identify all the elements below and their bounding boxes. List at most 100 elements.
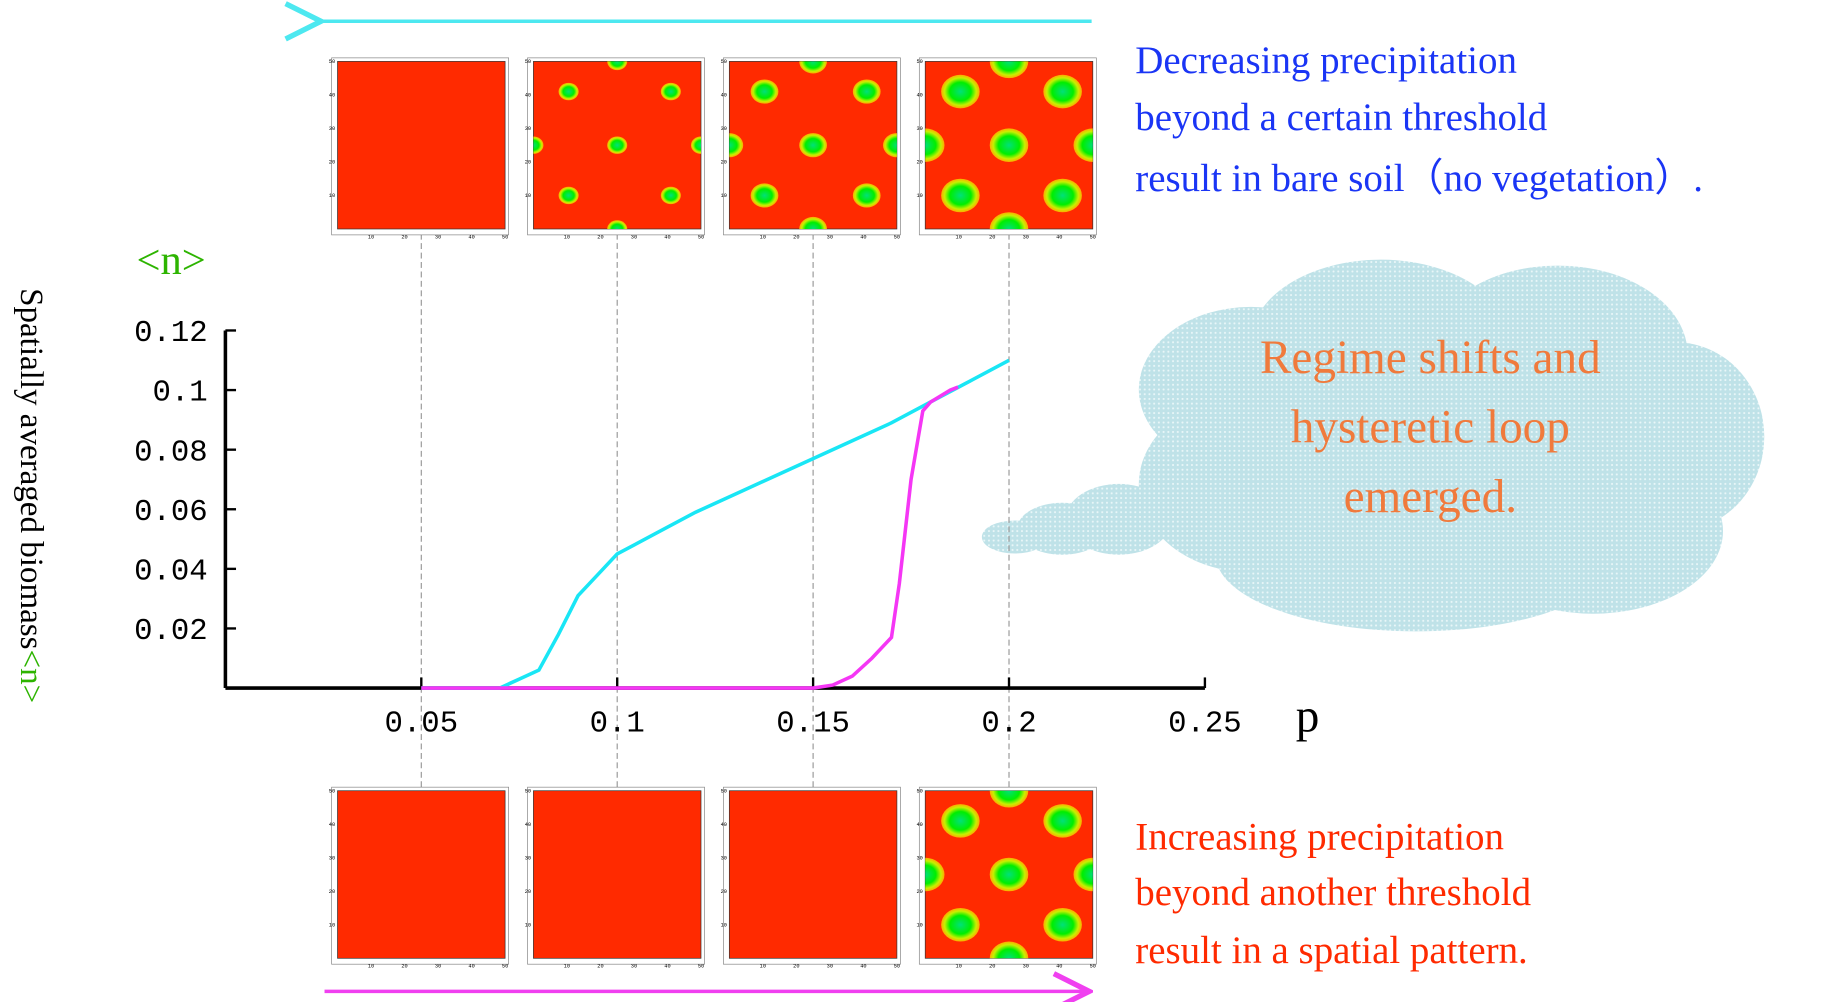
annotation: beyond a certain threshold [1135,96,1547,139]
panel-tick-label: 20 [989,234,995,240]
panel-field [728,790,898,959]
panel-tick-label: 40 [860,234,866,240]
spot [750,183,779,208]
panel-tick-label: 40 [329,822,335,828]
series-line [421,358,1010,690]
y-symbol: <n> [137,237,206,284]
spot [660,82,681,101]
panel-tick-label: 50 [917,59,923,65]
panel-tick-label: 40 [860,964,866,970]
panel-tick-label: 40 [721,822,727,828]
cloud [981,259,1765,632]
spot [941,178,980,213]
panel-tick-label: 10 [525,923,531,929]
spot [989,61,1029,79]
spots [533,61,701,229]
panel-tick-label: 20 [401,964,407,970]
spot [607,220,628,229]
cloud-text: hysteretic loop [1291,402,1570,454]
spots [925,61,1093,229]
panel-tick-label: 10 [760,964,766,970]
panel-tick-label: 30 [631,964,637,970]
series-line [421,385,959,690]
pattern-panel: 10 10 20 20 30 30 40 40 50 50 [525,57,705,240]
y-tick-label: 0.06 [134,495,208,530]
panel-tick-label: 50 [525,59,531,65]
annotation: result in bare soil（no vegetation）. [1135,157,1703,200]
x-tick-label: 0.15 [776,707,850,742]
panel-tick-label: 30 [917,856,923,862]
spot [533,136,544,154]
panel-tick-label: 10 [956,964,962,970]
panel-tick-label: 40 [664,964,670,970]
panel-tick-label: 50 [894,964,900,970]
annotation: Decreasing precipitation [1135,39,1517,82]
spot [852,79,881,104]
panel-field [337,790,506,959]
panel-tick-label: 20 [525,160,531,166]
panel-tick-label: 20 [401,234,407,240]
panel-tick-label: 10 [917,193,923,199]
panel-tick-label: 30 [721,856,727,862]
spot [799,133,827,158]
annotation: Increasing precipitation [1135,816,1504,859]
panel-tick-label: 30 [1023,234,1029,240]
panel-tick-label: 10 [721,193,727,199]
panel-tick-label: 30 [525,126,531,132]
panel-tick-label: 30 [721,126,727,132]
panel-tick-label: 40 [525,93,531,99]
panel-tick-label: 50 [329,788,335,794]
panel-tick-label: 10 [368,234,374,240]
x-tick-label: 0.25 [1168,707,1242,742]
panel-tick-label: 20 [597,234,603,240]
pattern-panel: 10 10 20 20 30 30 40 40 50 50 [917,786,1097,970]
panel-tick-label: 20 [329,160,335,166]
spot [558,186,579,205]
spot [925,128,945,162]
spot [1043,74,1082,109]
spot [883,133,897,158]
x-tick-label: 0.1 [590,707,645,742]
pattern-panel: 10 10 20 20 30 30 40 40 50 50 [329,786,509,970]
y-tick-label: 0.02 [134,614,208,649]
panel-tick-label: 10 [721,923,727,929]
panel-tick-label: 20 [525,889,531,895]
panel-tick-label: 10 [956,234,962,240]
panel-tick-label: 30 [329,856,335,862]
panel-tick-label: 50 [721,788,727,794]
panel-tick-label: 30 [1023,964,1029,970]
spot [941,804,980,838]
spots [925,790,1093,959]
spot [941,908,980,942]
pattern-panel: 10 10 20 20 30 30 40 40 50 50 [721,57,901,240]
panel-tick-label: 10 [564,234,570,240]
y-tick-label: 0.1 [152,376,207,411]
panel-tick-label: 50 [502,234,508,240]
x-axis-label: p [1296,691,1320,743]
panel-tick-label: 50 [329,59,335,65]
pattern-panel: 10 10 20 20 30 30 40 40 50 50 [329,57,509,240]
spot [941,74,980,109]
panel-tick-label: 20 [721,160,727,166]
panel-tick-label: 20 [989,964,995,970]
panel-tick-label: 20 [793,234,799,240]
spot [989,941,1029,959]
panel-tick-label: 30 [525,856,531,862]
spot [607,136,628,154]
annotation: result in a spatial pattern. [1135,929,1528,972]
panel-tick-label: 40 [468,234,474,240]
spot [989,128,1029,162]
panel-tick-label: 50 [721,59,727,65]
panel-tick-label: 40 [1056,234,1062,240]
panel-tick-label: 20 [721,889,727,895]
panel-tick-label: 20 [329,889,335,895]
pattern-panel: 10 10 20 20 30 30 40 40 50 50 [525,786,705,970]
panel-tick-label: 40 [664,234,670,240]
cloud-text: Regime shifts and [1260,332,1601,384]
pattern-panel: 10 10 20 20 30 30 40 40 50 50 [917,57,1097,240]
panel-tick-label: 30 [435,964,441,970]
panel-tick-label: 40 [917,822,923,828]
spot [750,79,779,104]
panel-tick-label: 40 [329,93,335,99]
